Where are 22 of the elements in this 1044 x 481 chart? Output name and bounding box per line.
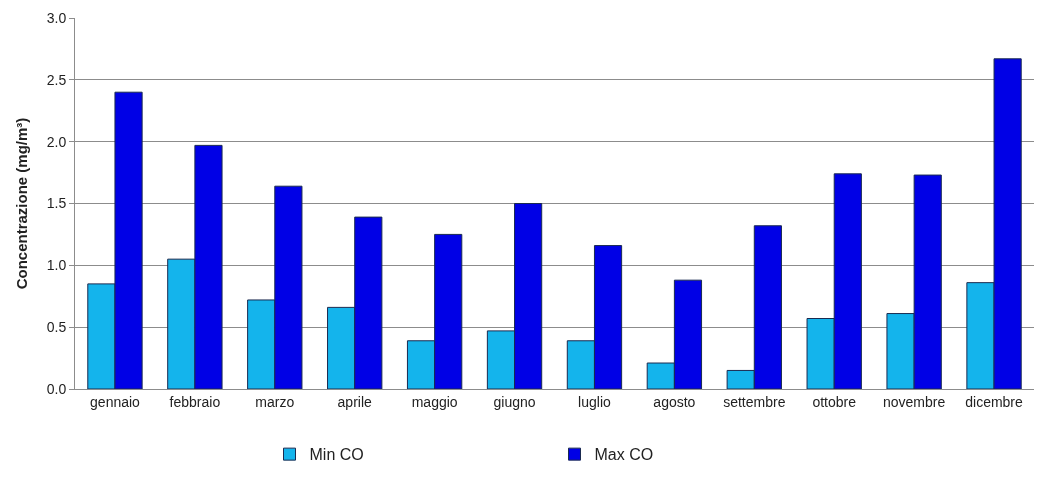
x-tick-label: gennaio [90,393,141,410]
x-tick-label: agosto [653,393,696,410]
x-tick-label: maggio [411,393,458,410]
y-tick-label: 0.5 [46,319,67,336]
x-tick-label: dicembre [965,393,1024,410]
y-tick-label: 1.0 [46,257,67,274]
x-tick-label: luglio [578,393,612,410]
y-tick-label: 0.0 [46,380,67,397]
y-tick-label: 2.5 [46,71,67,88]
x-tick-label: marzo [255,393,295,410]
y-tick-label: 3.0 [46,9,67,26]
y-axis-title: Concentrazione (mg/m³) [12,117,30,290]
x-tick-label: novembre [883,393,946,410]
legend-label: Min CO [309,446,364,464]
y-tick-label: 2.0 [46,133,67,150]
y-tick-label: 1.5 [46,195,67,212]
x-tick-label: giugno [493,393,536,410]
x-tick-label: ottobre [812,393,857,410]
x-tick-label: aprile [337,393,373,410]
x-tick-label: febbraio [169,393,221,410]
x-tick-label: settembre [723,393,786,410]
legend-label: Max CO [594,446,654,464]
